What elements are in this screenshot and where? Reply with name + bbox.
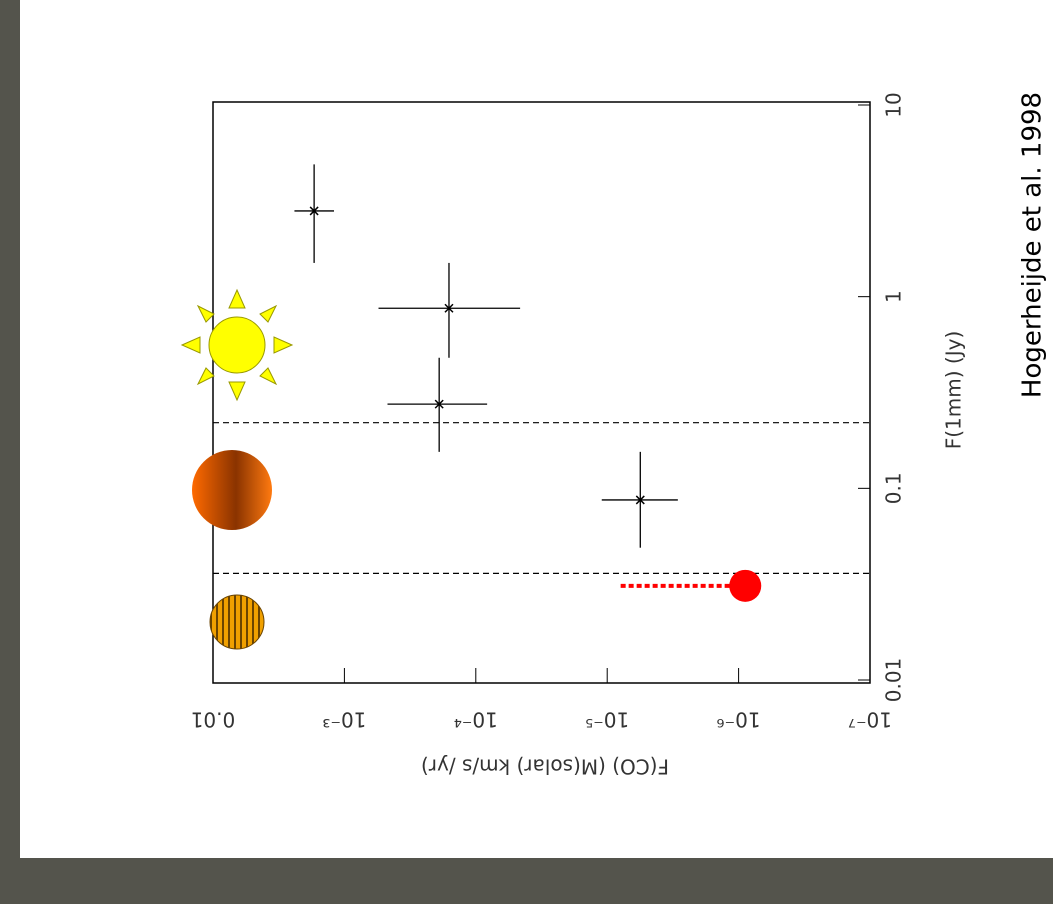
y-tick-label: 10⁻⁵ — [585, 708, 629, 732]
source-note: Hogerheijde et al. 1998 — [1018, 92, 1048, 398]
point — [444, 303, 454, 313]
point — [635, 495, 645, 505]
y-tick-label: 10⁻⁴ — [454, 708, 498, 732]
point — [434, 399, 444, 409]
y-tick-label: 10⁻⁷ — [848, 708, 892, 732]
sun-icon — [180, 288, 294, 402]
x-tick-label: 0.01 — [882, 658, 906, 703]
y-tick-label: 10⁻⁶ — [717, 708, 761, 732]
y-tick-label: 10⁻³ — [322, 708, 366, 732]
y-axis-label: F(CO) (M(solar) km/s /yr) — [421, 755, 669, 779]
y-tick-label: 0.01 — [191, 708, 236, 732]
x-axis-label: F(1mm) (Jy) — [942, 331, 966, 450]
x-tick-label: 0.1 — [882, 472, 906, 504]
x-tick-label: 1 — [882, 290, 906, 303]
striped-circle-icon — [209, 594, 265, 650]
slide — [20, 0, 1053, 858]
x-tick-label: 10 — [882, 92, 906, 117]
plot-frame — [212, 101, 871, 684]
point — [309, 206, 319, 216]
limit-point — [729, 569, 762, 602]
brown-circle-icon — [192, 450, 272, 530]
